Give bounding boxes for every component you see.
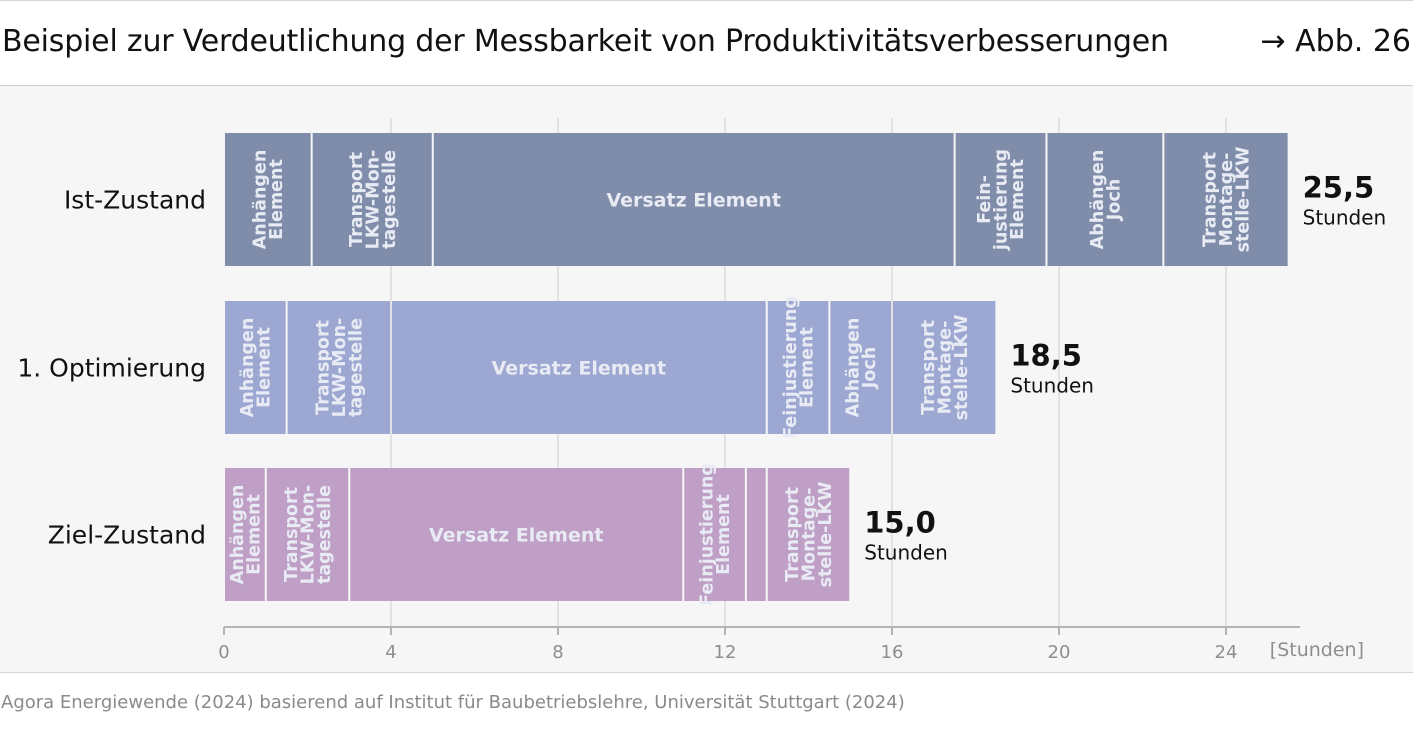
bar-segment xyxy=(287,301,390,434)
chart-title: Beispiel zur Verdeutlichung der Messbark… xyxy=(2,24,1169,59)
segment-label: TransportLKW-Mon-tagestelle xyxy=(282,485,335,585)
segment-label: Versatz Element xyxy=(606,190,780,212)
segment-label: AbhängenJoch xyxy=(1088,150,1125,250)
segment-label: AbhängenJoch xyxy=(844,318,881,418)
bar-segment xyxy=(767,468,850,601)
bar-segment xyxy=(225,133,311,266)
segment-label: AnhängenElement xyxy=(228,485,265,585)
segment-label: TransportMontage-stelle-LKW xyxy=(783,482,836,588)
bar-segment xyxy=(392,301,766,434)
x-tick-label: 4 xyxy=(385,642,396,663)
segment-label: Versatz Element xyxy=(429,525,603,547)
bar-segment xyxy=(684,468,745,601)
row-label: 1. Optimierung xyxy=(17,354,206,383)
source-note: Agora Energiewende (2024) basierend auf … xyxy=(1,692,905,713)
segment-label: FeinjustierungElement xyxy=(697,463,734,606)
title-bar: Beispiel zur Verdeutlichung der Messbark… xyxy=(0,0,1413,86)
row-total-unit: Stunden xyxy=(1010,374,1094,398)
row-total: 18,5 xyxy=(1010,339,1082,373)
row-label: Ist-Zustand xyxy=(64,186,206,215)
segment-label: TransportMontage-stelle-LKW xyxy=(919,315,972,421)
bar-segment xyxy=(312,133,432,266)
x-tick-label: 24 xyxy=(1215,642,1238,663)
segment-label: AnhängenElement xyxy=(238,318,275,418)
x-tick-label: 12 xyxy=(714,642,737,663)
bar-segment xyxy=(266,468,349,601)
segment-label: TransportLKW-Mon-tagestelle xyxy=(347,150,400,250)
segment-label: Fein-justierungElement xyxy=(975,149,1028,251)
x-tick-label: 8 xyxy=(552,642,563,663)
row-total-unit: Stunden xyxy=(1303,206,1387,230)
row-total: 25,5 xyxy=(1303,171,1375,205)
bar-segment xyxy=(1047,133,1163,266)
bar-segment xyxy=(767,301,829,434)
bar-segment xyxy=(955,133,1046,266)
bar-segment xyxy=(1164,133,1288,266)
bar-segment xyxy=(893,301,996,434)
figure-reference: → Abb. 26 xyxy=(1260,24,1411,59)
bar-segment xyxy=(746,468,766,601)
segment-label: FeinjustierungElement xyxy=(781,296,818,439)
bar-segment xyxy=(433,133,954,266)
bar-segment xyxy=(225,301,286,434)
x-tick-label: 20 xyxy=(1048,642,1071,663)
segment-label: Versatz Element xyxy=(492,358,666,380)
x-tick-label: 16 xyxy=(881,642,904,663)
x-axis-label: [Stunden] xyxy=(1270,639,1364,661)
segment-label: TransportMontage-stelle-LKW xyxy=(1201,147,1254,253)
row-total-unit: Stunden xyxy=(864,541,948,565)
segment-label: AnhängenElement xyxy=(251,150,288,250)
segment-label: TransportLKW-Mon-tagestelle xyxy=(313,318,366,418)
bar-segment xyxy=(225,468,265,601)
bar-segment xyxy=(350,468,683,601)
row-total: 15,0 xyxy=(864,506,936,540)
row-label: Ziel-Zustand xyxy=(48,521,206,550)
x-tick-label: 0 xyxy=(218,642,229,663)
bar-segment xyxy=(830,301,891,434)
